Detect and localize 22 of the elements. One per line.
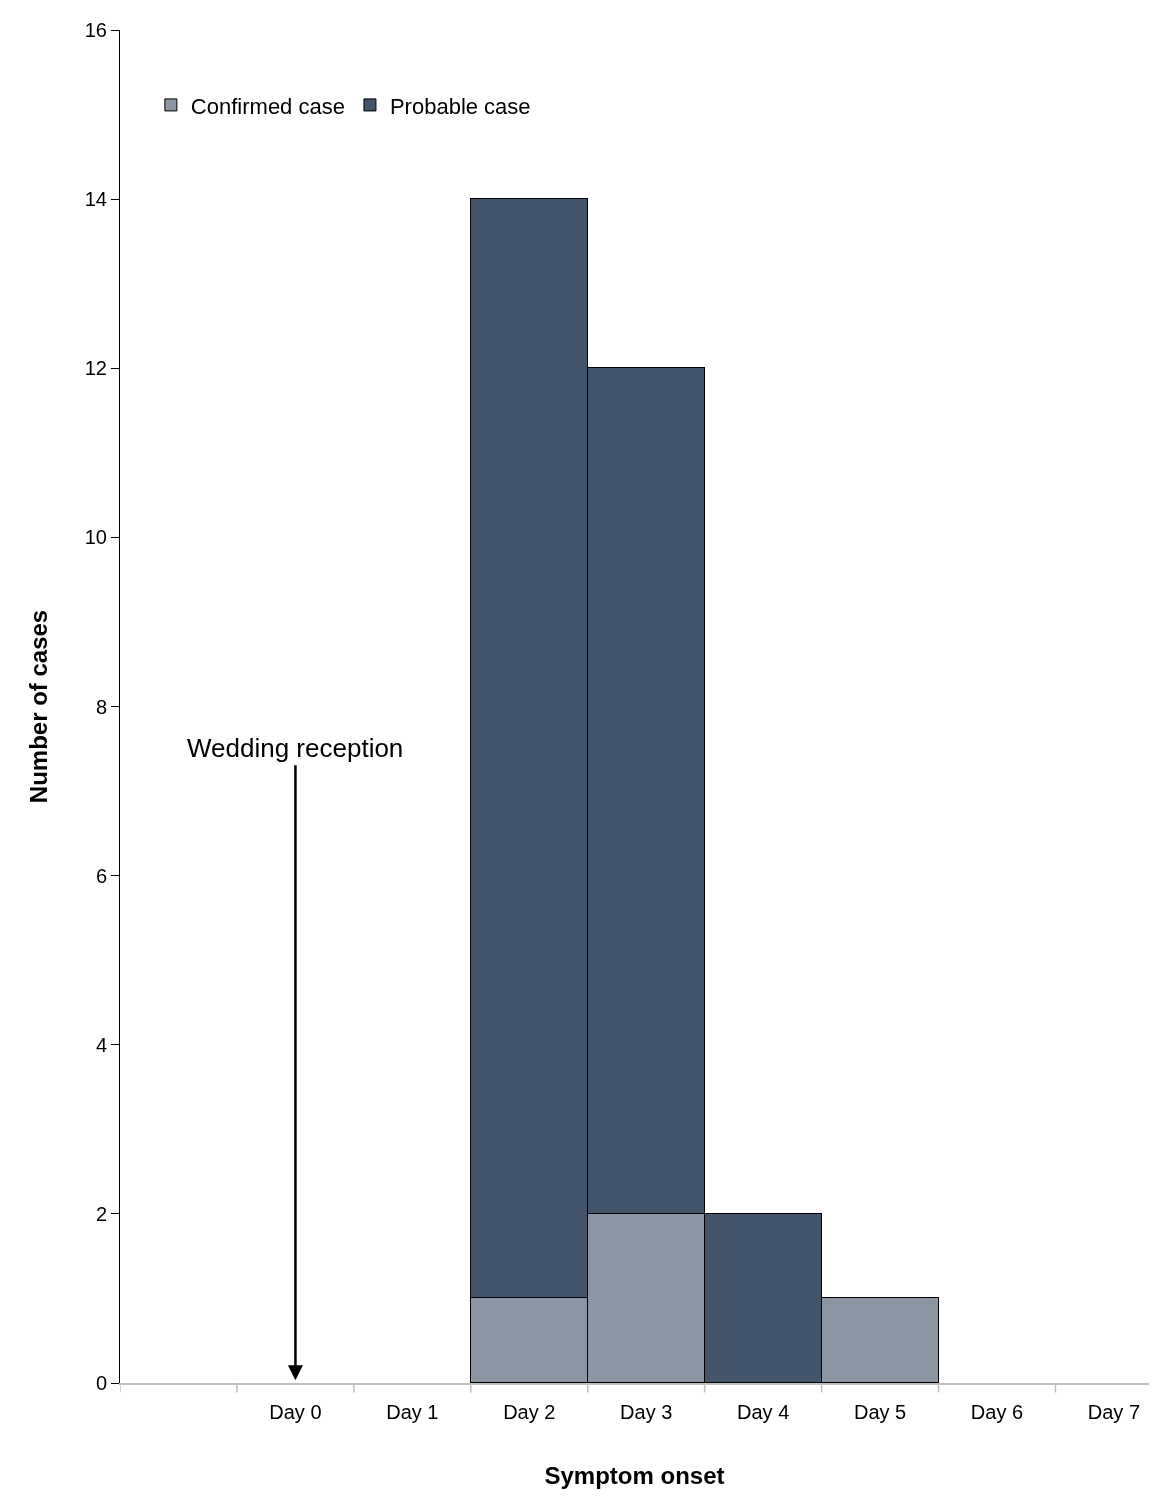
x-tick-label: Day 0 — [269, 1400, 322, 1423]
legend-label: Confirmed case — [190, 93, 345, 119]
y-tick-label: 10 — [84, 526, 107, 549]
y-tick-label: 16 — [84, 19, 107, 41]
x-tick-label: Day 4 — [737, 1400, 790, 1423]
x-tick-label: Day 1 — [386, 1400, 439, 1423]
annotation: Wedding reception — [187, 733, 404, 763]
x-tick-label: Day 7 — [1087, 1400, 1141, 1423]
x-tick-label: Day 5 — [853, 1400, 907, 1423]
y-tick-label: 0 — [95, 1372, 107, 1394]
y-tick-label: 2 — [95, 1202, 107, 1225]
y-tick-label: 14 — [84, 188, 107, 211]
y-axis-title: Number of cases — [24, 609, 52, 804]
x-axis-title: Symptom onset — [544, 1461, 725, 1489]
x-tick-label: Day 3 — [620, 1400, 673, 1423]
legend-label: Probable case — [389, 93, 531, 119]
y-tick-label: 4 — [95, 1033, 107, 1056]
x-tick-label: Day 2 — [503, 1400, 556, 1423]
y-tick-label: 6 — [95, 864, 107, 887]
x-tick-label: Day 6 — [970, 1400, 1024, 1423]
y-tick-label: 8 — [95, 695, 107, 718]
y-tick-label: 12 — [84, 357, 107, 380]
